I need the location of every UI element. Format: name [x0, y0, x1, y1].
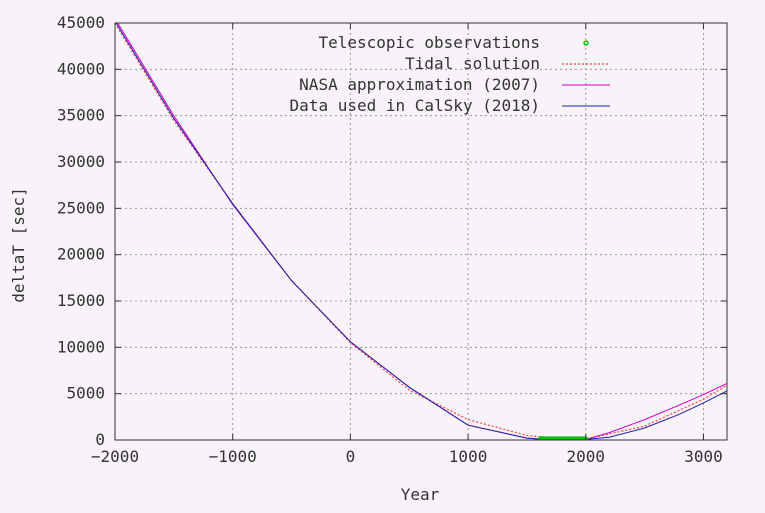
plot-frame	[114, 22, 728, 441]
y-tick-label: 0	[95, 430, 105, 449]
legend-sample-telescopic-observations	[583, 40, 589, 46]
legend-label-telescopic-observations: Telescopic observations	[318, 33, 540, 52]
legend-label-data-used-in-calsky-2018: Data used in CalSky (2018)	[290, 96, 540, 115]
y-tick-label: 15000	[57, 291, 105, 310]
y-tick-label: 35000	[57, 106, 105, 125]
legend-label-tidal-solution: Tidal solution	[405, 54, 540, 73]
x-tick-label: 1000	[449, 447, 488, 466]
y-tick-label: 30000	[57, 152, 105, 171]
legend-label-nasa-approximation-2007: NASA approximation (2007)	[299, 75, 540, 94]
x-tick-label: −1000	[209, 447, 257, 466]
x-tick-label: 3000	[684, 447, 723, 466]
y-tick-label: 45000	[57, 13, 105, 32]
tick-labels: −2000 −1000 0 1000 2000 300005000100001500020…	[57, 13, 723, 466]
x-tick-label: 0	[346, 447, 356, 466]
x-tick-label: 2000	[567, 447, 606, 466]
y-tick-label: 20000	[57, 245, 105, 264]
y-tick-label: 25000	[57, 198, 105, 217]
y-axis-title: deltaT [sec]	[9, 187, 28, 303]
y-tick-label: 10000	[57, 337, 105, 356]
series-layer	[115, 23, 727, 440]
y-tick-label: 40000	[57, 59, 105, 78]
grid	[115, 23, 727, 440]
y-tick-label: 5000	[66, 384, 105, 403]
plot-border	[114, 22, 728, 441]
x-axis-title: Year	[401, 485, 440, 504]
legend: Telescopic observations Tidal solution NAS…	[290, 33, 610, 115]
x-tick-label: −2000	[91, 447, 139, 466]
